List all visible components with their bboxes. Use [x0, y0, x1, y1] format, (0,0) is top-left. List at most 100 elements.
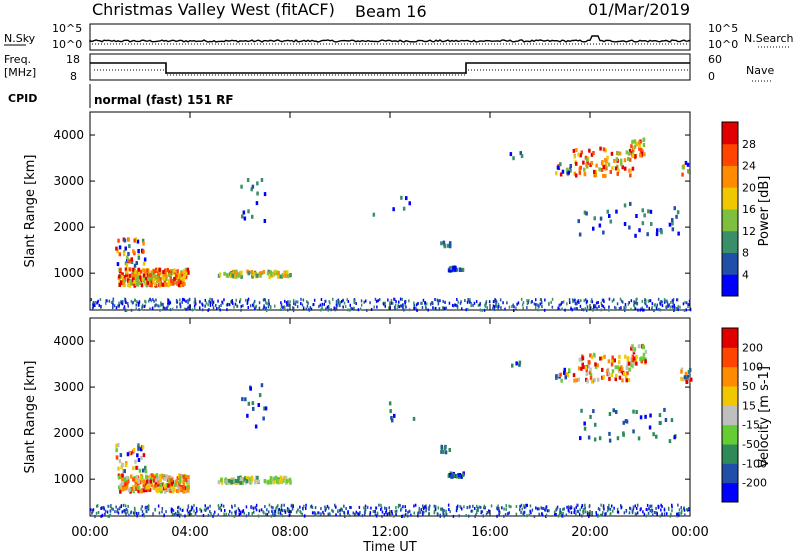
scatter-cell: [224, 509, 226, 512]
scatter-cell: [646, 503, 649, 507]
scatter-cell: [255, 201, 259, 206]
scatter-cell: [557, 514, 560, 518]
colorbar-segment: [722, 274, 738, 297]
scatter-cell: [374, 513, 377, 517]
scatter-cell: [142, 483, 145, 488]
scatter-cell: [668, 303, 671, 307]
scatter-cell: [649, 505, 651, 508]
scatter-cell: [117, 304, 119, 308]
scatter-cell: [684, 513, 686, 517]
scatter-cell: [522, 301, 525, 305]
scatter-cell: [449, 510, 451, 514]
scatter-cell: [336, 303, 339, 307]
scatter-cell: [264, 298, 266, 302]
scatter-cell: [611, 355, 614, 360]
scatter-cell: [124, 510, 126, 514]
scatter-cell: [541, 513, 544, 517]
scatter-cell: [485, 513, 488, 516]
scatter-cell: [207, 513, 210, 517]
scatter-cell: [330, 308, 332, 312]
freq-left-unit: [MHz]: [4, 66, 36, 79]
scatter-cell: [483, 506, 485, 510]
scatter-cell: [633, 300, 635, 304]
scatter-cell: [267, 480, 270, 485]
scatter-cell: [209, 301, 211, 305]
scatter-cell: [233, 305, 235, 309]
scatter-cell: [339, 304, 341, 307]
scatter-cell: [188, 298, 191, 302]
scatter-cell: [416, 308, 418, 312]
scatter-cell: [108, 514, 110, 518]
scatter-cell: [608, 503, 610, 507]
scatter-cell: [648, 299, 651, 303]
scatter-cell: [513, 309, 515, 312]
scatter-cell: [472, 303, 474, 307]
scatter-cell: [648, 507, 650, 511]
scatter-cell: [573, 378, 576, 383]
scatter-cell: [241, 214, 244, 219]
scatter-cell: [158, 283, 162, 288]
scatter-cell: [526, 306, 528, 310]
scatter-cell: [630, 363, 633, 368]
scatter-cell: [505, 504, 507, 508]
freq-left-tick-top: 18: [66, 53, 80, 66]
scatter-cell: [383, 513, 386, 517]
scatter-cell: [606, 155, 609, 160]
scatter-cell: [277, 274, 280, 279]
scatter-cell: [422, 510, 424, 514]
scatter-cell: [606, 209, 609, 214]
scatter-cell: [280, 503, 283, 507]
scatter-cell: [680, 369, 683, 374]
scatter-cell: [139, 269, 143, 274]
scatter-cell: [126, 479, 130, 484]
scatter-cell: [579, 508, 581, 512]
scatter-cell: [614, 365, 618, 370]
scatter-cell: [254, 424, 258, 429]
scatter-cell: [577, 510, 579, 514]
scatter-cell: [573, 511, 575, 514]
scatter-cell: [604, 163, 607, 168]
colorbar-tick-label: 12: [742, 225, 756, 238]
scatter-cell: [234, 274, 238, 279]
scatter-cell: [619, 158, 623, 163]
scatter-cell: [660, 508, 662, 512]
scatter-cell: [358, 505, 361, 509]
scatter-cell: [359, 511, 361, 514]
scatter-cell: [157, 278, 160, 283]
scatter-cell: [578, 232, 582, 237]
scatter-cell: [503, 514, 505, 518]
scatter-cell: [204, 298, 207, 302]
scatter-cell: [397, 503, 400, 507]
scatter-cell: [363, 506, 365, 510]
scatter-cell: [652, 513, 654, 517]
scatter-cell: [143, 514, 146, 518]
scatter-cell: [499, 298, 502, 302]
scatter-cell: [144, 478, 147, 483]
scatter-cell: [186, 267, 190, 272]
scatter-cell: [190, 505, 193, 509]
scatter-cell: [661, 512, 663, 516]
scatter-cell: [374, 297, 377, 301]
scatter-cell: [657, 504, 659, 508]
scatter-cell: [461, 307, 463, 311]
scatter-cell: [205, 507, 208, 511]
scatter-cell: [144, 483, 147, 488]
scatter-cell: [533, 302, 536, 306]
scatter-cell: [364, 511, 367, 515]
velocity-scatter-cells: [90, 343, 693, 518]
scatter-cell: [226, 480, 230, 485]
scatter-cell: [144, 304, 146, 308]
scatter-cell: [153, 269, 156, 274]
scatter-cell: [320, 512, 322, 516]
scatter-cell: [172, 268, 176, 273]
scatter-cell: [593, 216, 596, 221]
scatter-cell: [627, 361, 631, 366]
scatter-cell: [100, 514, 102, 518]
scatter-cell: [647, 209, 650, 214]
scatter-cell: [555, 508, 557, 512]
scatter-cell: [643, 512, 646, 516]
scatter-cell: [394, 303, 397, 307]
scatter-cell: [592, 352, 596, 357]
scatter-cell: [604, 174, 607, 178]
scatter-cell: [413, 511, 415, 515]
